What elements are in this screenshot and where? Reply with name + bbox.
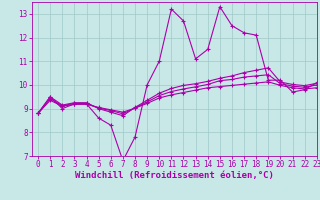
X-axis label: Windchill (Refroidissement éolien,°C): Windchill (Refroidissement éolien,°C) [75,171,274,180]
